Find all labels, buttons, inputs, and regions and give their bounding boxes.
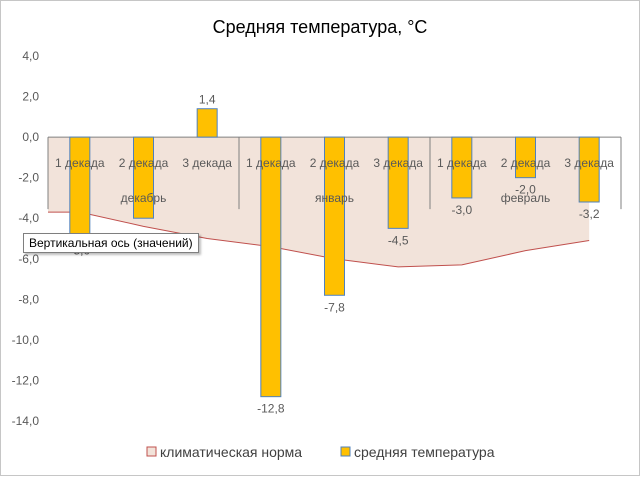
y-tick-label: 0,0 — [22, 130, 39, 144]
plot-area[interactable]: 4,0 2,0 0,0 -2,0 -4,0 -6,0 -8,0 -10,0 -12,0 -14,0… — [12, 49, 622, 428]
data-label: -12,8 — [257, 402, 285, 416]
legend-label-norm: климатическая норма — [160, 444, 302, 460]
data-label: 1,4 — [199, 93, 216, 107]
legend-swatch-temp — [340, 446, 351, 457]
temperature-bar[interactable] — [260, 136, 282, 398]
month-label: февраль — [501, 191, 551, 205]
y-tick-label: -8,0 — [18, 292, 39, 306]
category-label: 1 декада — [437, 156, 487, 170]
y-tick-label: -6,0 — [18, 252, 39, 266]
data-label: -4,5 — [388, 233, 409, 247]
category-label: 1 декада — [246, 156, 296, 170]
category-label: 2 декада — [119, 156, 169, 170]
category-label: 1 декада — [55, 156, 105, 170]
temperature-bar[interactable] — [578, 136, 600, 203]
temperature-bar[interactable] — [69, 136, 91, 239]
data-label: -7,8 — [324, 300, 345, 314]
legend-label-temp: средняя температура — [354, 444, 495, 460]
category-label: 2 декада — [501, 156, 551, 170]
y-tick-label: -2,0 — [18, 171, 39, 185]
y-tick-label: -12,0 — [12, 373, 40, 387]
legend-swatch-norm — [146, 446, 157, 457]
temperature-bar[interactable] — [196, 108, 218, 138]
temperature-bar[interactable] — [387, 136, 409, 229]
month-label: декабрь — [121, 191, 167, 205]
category-label: 3 декада — [182, 156, 232, 170]
y-tick-label: -14,0 — [12, 414, 40, 428]
data-label: -3,0 — [451, 203, 472, 217]
category-label: 3 декада — [373, 156, 423, 170]
temperature-bar[interactable] — [515, 136, 536, 179]
y-tick-label: -10,0 — [12, 333, 40, 347]
month-label: январь — [315, 191, 354, 205]
temperature-bar[interactable] — [451, 136, 473, 199]
category-label: 3 декада — [564, 156, 614, 170]
data-label: -3,2 — [579, 207, 600, 221]
y-tick-label: -4,0 — [18, 211, 39, 225]
category-label: 2 декада — [310, 156, 360, 170]
temperature-bar[interactable] — [133, 136, 154, 219]
y-tick-label: 4,0 — [22, 49, 39, 63]
axis-tooltip: Вертикальная ось (значений) — [23, 233, 199, 253]
data-label: -2,0 — [515, 183, 536, 197]
chart-title[interactable]: Средняя температура, °C — [213, 17, 428, 37]
temperature-bar[interactable] — [324, 136, 345, 296]
norm-line[interactable] — [48, 211, 590, 268]
legend[interactable]: климатическая норма средняя температура — [146, 444, 495, 460]
y-tick-label: 2,0 — [22, 90, 39, 104]
